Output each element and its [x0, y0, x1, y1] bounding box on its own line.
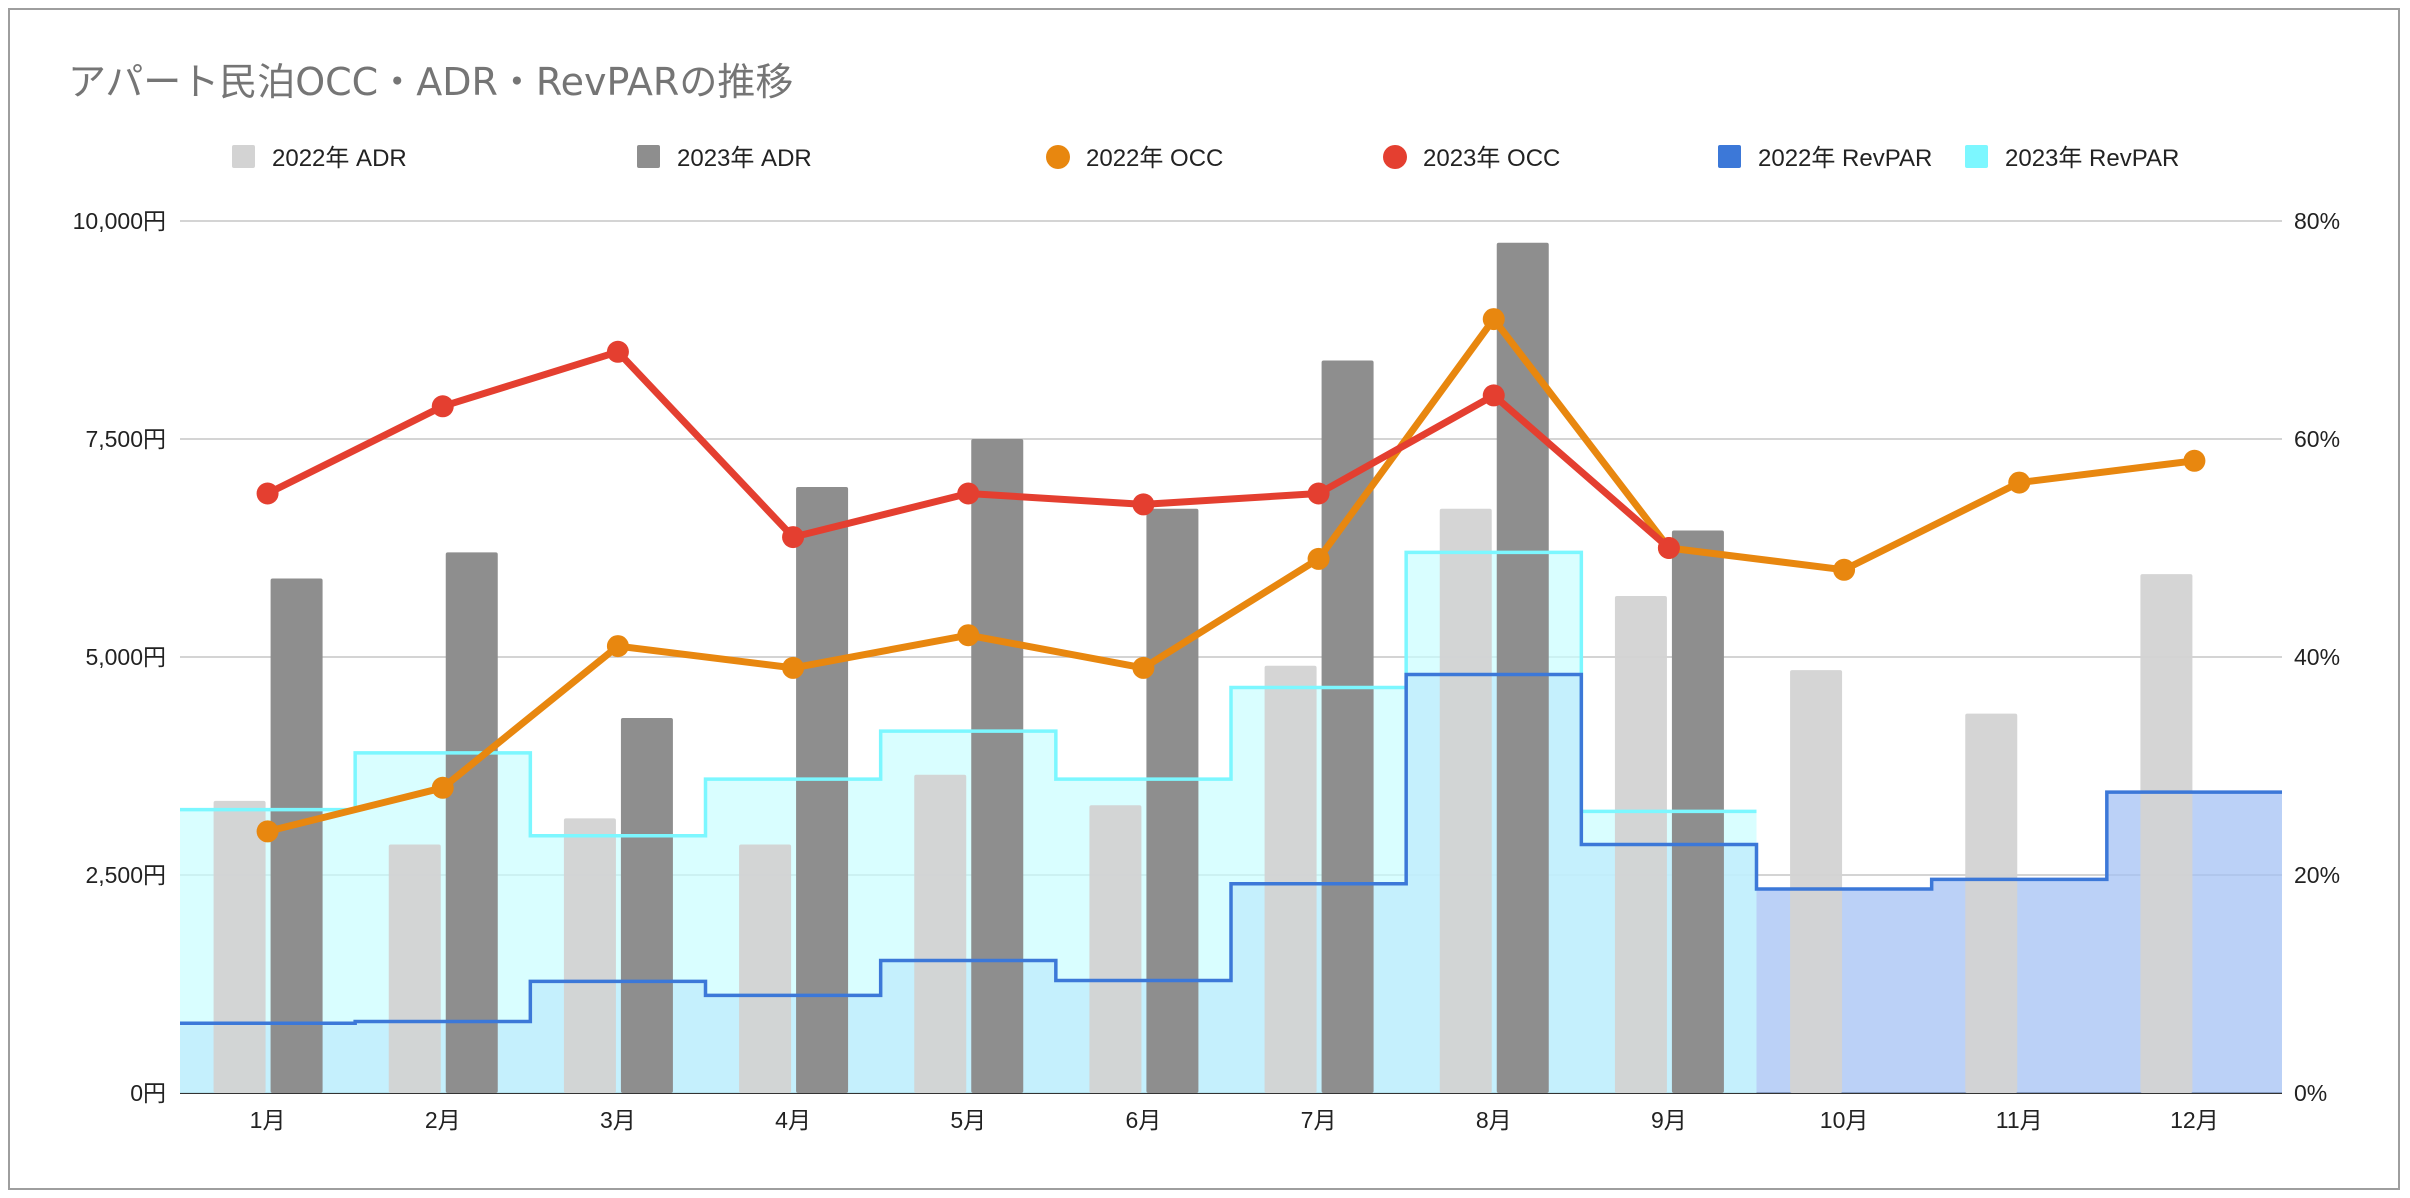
legend-swatch [1383, 145, 1407, 169]
bar-adr-2022 [739, 844, 792, 1093]
occ-2022-line [266, 315, 2195, 835]
point-occ-2023 [782, 526, 805, 549]
x-axis-tick-label: 5月 [950, 1107, 986, 1133]
legend-label: 2022年 OCC [1086, 145, 1223, 172]
x-axis-tick-label: 10月 [1820, 1107, 1869, 1133]
x-axis-tick-label: 3月 [600, 1107, 636, 1133]
left-axis-tick-label: 0円 [130, 1080, 166, 1106]
point-occ-2022 [2008, 471, 2031, 494]
x-axis-tick-label: 8月 [1476, 1107, 1512, 1133]
point-occ-2022 [431, 776, 454, 799]
revpar-step-lines [180, 550, 2282, 1025]
left-axis-tick-label: 10,000円 [73, 208, 166, 234]
bar-adr-2022 [1089, 805, 1142, 1093]
revpar-2023-line [180, 550, 1757, 838]
point-occ-2022 [1482, 308, 1505, 331]
point-occ-2022 [1833, 558, 1856, 581]
legend-label: 2023年 OCC [1423, 145, 1560, 172]
legend-swatch [637, 145, 660, 168]
legend: 2022年 ADR 2023年 ADR 2022年 OCC 2023年 OCC 2022… [232, 145, 2179, 172]
bar-adr-2023 [1146, 508, 1199, 1093]
x-axis-tick-label: 7月 [1301, 1107, 1337, 1133]
right-axis-tick-label: 0% [2294, 1080, 2327, 1106]
x-axis-tick-label: 4月 [775, 1107, 811, 1133]
axes: 0円 2,500円 5,000円 7,500円 10,000円 0% 20% 40% 60% 80… [73, 208, 2340, 1133]
left-axis-tick-label: 5,000円 [85, 644, 166, 670]
point-occ-2023 [1132, 493, 1155, 516]
x-axis-tick-label: 6月 [1126, 1107, 1162, 1133]
bar-adr-2023 [445, 552, 498, 1093]
bar-adr-2022 [388, 844, 441, 1093]
point-occ-2022 [782, 656, 805, 679]
legend-label: 2022年 RevPAR [1758, 145, 1932, 172]
bar-adr-2022 [914, 774, 967, 1093]
bar-adr-2023 [971, 439, 1024, 1093]
legend-swatch [1046, 145, 1070, 169]
point-occ-2023 [957, 482, 980, 505]
left-axis-tick-label: 7,500円 [85, 426, 166, 452]
bar-adr-2022 [1439, 508, 1492, 1093]
right-axis-tick-label: 80% [2294, 208, 2340, 234]
x-axis-tick-label: 1月 [250, 1107, 286, 1133]
x-axis-tick-label: 12月 [2170, 1107, 2219, 1133]
bar-adr-2022 [1790, 670, 1843, 1093]
point-occ-2023 [431, 395, 454, 418]
bar-adr-2022 [1264, 665, 1317, 1093]
revpar-2022-line [180, 672, 2282, 1025]
point-occ-2022 [957, 624, 980, 647]
x-axis-tick-label: 11月 [1996, 1107, 2043, 1133]
right-axis-tick-label: 60% [2294, 426, 2340, 452]
point-occ-2023 [606, 340, 629, 363]
legend-label: 2023年 RevPAR [2005, 145, 2179, 172]
legend-label: 2022年 ADR [272, 145, 407, 172]
point-occ-2022 [256, 820, 279, 843]
bar-adr-2023 [270, 578, 323, 1093]
point-occ-2023 [1307, 482, 1330, 505]
bar-adr-2023 [796, 486, 849, 1094]
point-occ-2022 [1307, 547, 1330, 570]
point-occ-2023 [256, 482, 279, 505]
point-occ-2022 [2183, 449, 2206, 472]
occ-lines [256, 308, 2206, 843]
legend-label: 2023年 ADR [677, 145, 812, 172]
bar-adr-2022 [1965, 713, 2018, 1093]
right-axis-tick-label: 20% [2294, 862, 2340, 888]
chart-title: アパート民泊OCC・ADR・RevPARの推移 [68, 60, 793, 104]
point-occ-2022 [606, 635, 629, 658]
x-axis-tick-label: 2月 [425, 1107, 461, 1133]
adr-bars [213, 242, 2193, 1094]
legend-swatch [1965, 145, 1988, 168]
legend-swatch [232, 145, 255, 168]
point-occ-2023 [1482, 384, 1505, 407]
point-occ-2023 [1657, 537, 1680, 559]
legend-swatch [1718, 145, 1741, 168]
bar-adr-2023 [1496, 242, 1549, 1094]
bar-adr-2023 [620, 718, 673, 1093]
bar-adr-2022 [563, 818, 616, 1093]
bar-adr-2023 [1321, 360, 1374, 1093]
right-axis-tick-label: 40% [2294, 644, 2340, 670]
x-axis-tick-label: 9月 [1651, 1107, 1687, 1133]
point-occ-2022 [1132, 656, 1155, 679]
bar-adr-2022 [213, 800, 266, 1093]
bar-adr-2022 [2140, 574, 2193, 1093]
left-axis-tick-label: 2,500円 [85, 862, 166, 888]
